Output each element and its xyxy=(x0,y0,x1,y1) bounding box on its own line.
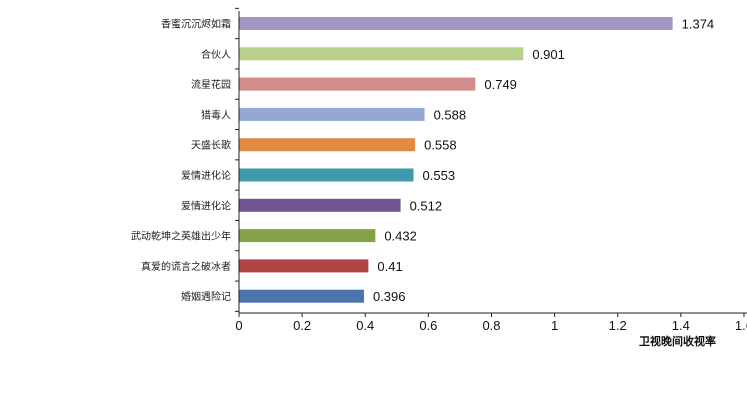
bar xyxy=(239,198,401,212)
x-tick-label: 0.8 xyxy=(482,318,500,333)
category-label: 武动乾坤之英雄出少年 xyxy=(131,230,231,243)
bar xyxy=(239,168,414,182)
x-tick-label: 1.4 xyxy=(672,318,690,333)
bar xyxy=(239,77,476,91)
category-label: 爱情进化论 xyxy=(181,199,231,212)
bar xyxy=(239,229,376,243)
axes xyxy=(238,11,747,314)
bar xyxy=(239,259,369,273)
value-label: 0.588 xyxy=(434,107,467,122)
value-label: 0.41 xyxy=(377,259,402,274)
x-tick-label: 0.2 xyxy=(293,318,311,333)
category-label: 爱情进化论 xyxy=(181,169,231,182)
value-label: 0.396 xyxy=(373,289,406,304)
bar xyxy=(239,138,416,152)
bar xyxy=(239,107,425,121)
bars-group xyxy=(239,17,673,303)
x-tick-label: 1.2 xyxy=(609,318,627,333)
x-tick-label: 1 xyxy=(551,318,558,333)
category-label: 天盛长歌 xyxy=(191,139,231,152)
x-axis-title: 卫视晚间收视率 xyxy=(639,334,716,348)
x-axis-ticks: 0 0.2 0.4 0.6 0.8 1 1.2 1.4 1.6 xyxy=(235,7,747,333)
value-label: 0.432 xyxy=(384,229,417,244)
category-label: 婚姻遇险记 xyxy=(181,290,231,303)
x-tick-label: 0 xyxy=(235,318,242,333)
value-label: 0.749 xyxy=(484,77,517,92)
bar xyxy=(239,17,673,30)
category-label: 流星花园 xyxy=(191,78,231,91)
x-tick-label: 1.6 xyxy=(735,318,747,333)
value-label: 0.512 xyxy=(410,198,443,213)
category-label: 合伙人 xyxy=(201,48,231,61)
bar xyxy=(239,47,524,61)
x-tick-label: 0.4 xyxy=(356,318,374,333)
category-label: 猎毒人 xyxy=(201,108,231,121)
category-labels: 香蜜沉沉烬如霜合伙人流星花园猎毒人天盛长歌爱情进化论爱情进化论武动乾坤之英雄出少… xyxy=(131,18,231,304)
value-label: 1.374 xyxy=(682,17,715,32)
value-labels: 1.374 0.901 0.749 0.588 0.558 0.553 0.512 0.432… xyxy=(373,17,714,305)
value-label: 0.558 xyxy=(424,138,457,153)
value-label: 0.901 xyxy=(532,47,565,62)
bar xyxy=(239,289,364,303)
x-tick-label: 0.6 xyxy=(419,318,437,333)
category-label: 真爱的谎言之破冰者 xyxy=(141,260,231,273)
category-label: 香蜜沉沉烬如霜 xyxy=(161,18,231,31)
value-label: 0.553 xyxy=(423,168,456,183)
